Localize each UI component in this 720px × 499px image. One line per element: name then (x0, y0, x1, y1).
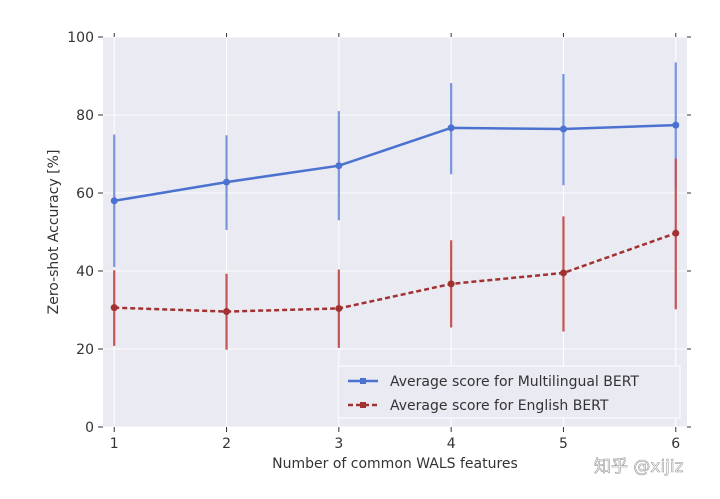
data-point (223, 308, 231, 316)
data-point (672, 121, 680, 129)
series-line (114, 231, 677, 313)
x-tick-label: 2 (222, 436, 231, 452)
x-tick-label: 1 (110, 436, 119, 452)
series-lines (114, 123, 677, 313)
data-point (559, 125, 567, 133)
x-tick-label: 4 (447, 436, 456, 452)
y-tick-label: 80 (76, 108, 94, 124)
legend-label-multilingual: Average score for Multilingual BERT (390, 374, 639, 390)
x-tick-label: 6 (671, 436, 680, 452)
y-tick-label: 0 (85, 420, 94, 436)
data-point (447, 280, 455, 288)
series-line (114, 123, 676, 203)
x-tick-label: 5 (559, 436, 568, 452)
data-point (672, 229, 680, 237)
plot-background (103, 37, 687, 427)
y-tick-label: 40 (76, 264, 94, 280)
x-axis-label: Number of common WALS features (272, 456, 518, 472)
legend-marker-english (360, 402, 366, 408)
data-point (335, 162, 343, 170)
data-point (110, 304, 118, 312)
series-markers (110, 121, 680, 316)
data-point (559, 269, 567, 277)
data-point (223, 178, 231, 186)
legend: Average score for Multilingual BERT Aver… (337, 365, 681, 419)
legend-label-english: Average score for English BERT (390, 398, 609, 414)
x-tick-label: 3 (334, 436, 343, 452)
data-point (447, 124, 455, 132)
legend-marker-multilingual (360, 378, 366, 384)
y-axis-label: Zero-shot Accuracy [%] (46, 150, 62, 315)
legend-box (337, 365, 681, 419)
data-point (110, 197, 118, 205)
data-point (335, 304, 343, 312)
y-tick-label: 100 (67, 30, 94, 46)
watermark: 知乎 @xijiz (594, 457, 684, 477)
y-tick-label: 60 (76, 186, 94, 202)
y-tick-label: 20 (76, 342, 94, 358)
grid-lines (103, 36, 687, 428)
